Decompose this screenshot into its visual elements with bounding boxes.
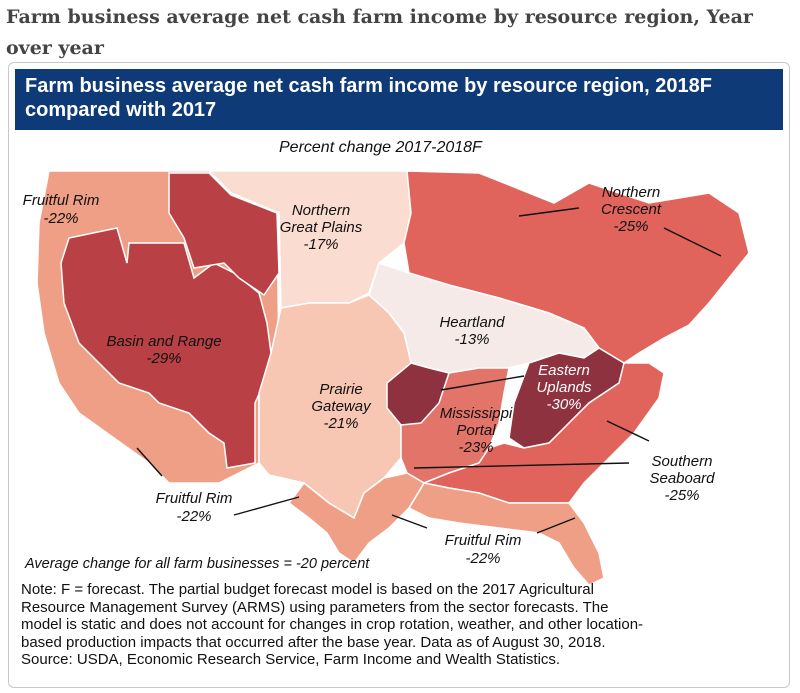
label-eastern-uplands-line1: Eastern [538, 362, 590, 379]
label-southern-seaboard-line1: Southern [652, 453, 713, 470]
average-change-note: Average change for all farm businesses =… [24, 556, 370, 572]
note-line: based production impacts that occurred a… [21, 633, 606, 651]
label-prairie-gateway-line2: Gateway [311, 398, 372, 415]
label-northern-crescent-value: -25% [613, 218, 648, 235]
label-southern-seaboard-value: -25% [664, 487, 699, 504]
label-northern-crescent-line1: Northern [602, 184, 660, 201]
leader-lines [136, 207, 722, 534]
page-heading: Farm business average net cash farm inco… [6, 6, 753, 59]
note-line: model is static and does not account for… [21, 616, 644, 633]
label-mississippi-portal-value: -23% [458, 439, 493, 456]
label-fruitful-rim-sw-value: -22% [176, 508, 211, 525]
us-resource-region-map: Percent change 2017-2018F [23, 139, 750, 586]
label-mississippi-portal-line1: Mississippi [440, 405, 513, 422]
label-fruitful-rim-sw-name: Fruitful Rim [156, 490, 233, 507]
label-southern-seaboard-line2: Seaboard [649, 470, 715, 487]
label-eastern-uplands-value: -30% [546, 396, 581, 413]
label-heartland-line1: Heartland [439, 314, 505, 331]
label-eastern-uplands-line2: Uplands [536, 379, 592, 396]
note-line: Resource Management Survey (ARMS) using … [21, 598, 609, 616]
map-subtitle: Percent change 2017-2018F [279, 139, 483, 156]
label-heartland-value: -13% [454, 331, 489, 348]
figure-note: Note: F = forecast. The partial budget f… [21, 581, 789, 669]
label-basin-range-value: -29% [146, 350, 181, 367]
label-fruitful-rim-se-name: Fruitful Rim [445, 532, 522, 549]
label-northern-great-plains-line2: Great Plains [280, 219, 363, 236]
region-prairie-gateway [258, 294, 412, 520]
label-prairie-gateway-line1: Prairie [319, 381, 362, 398]
label-fruitful-rim-nw-value: -22% [43, 210, 78, 227]
note-source-line: Source: USDA, Economic Research Service,… [21, 651, 561, 668]
label-fruitful-rim-se-value: -22% [465, 550, 500, 567]
figure-banner-title: Farm business average net cash farm inco… [15, 69, 783, 130]
label-northern-crescent-line2: Crescent [601, 201, 662, 218]
label-northern-great-plains-value: -17% [303, 236, 338, 253]
map-figure: Farm business average net cash farm inco… [8, 62, 790, 688]
label-mississippi-portal-line2: Portal [456, 422, 496, 439]
label-prairie-gateway-value: -21% [323, 415, 358, 432]
label-northern-great-plains-line1: Northern [292, 202, 350, 219]
region-fruitful-rim-southeast [407, 482, 605, 586]
label-basin-range-line1: Basin and Range [106, 333, 221, 350]
note-line: Note: F = forecast. The partial budget f… [21, 581, 594, 598]
region-basin-and-range [60, 227, 272, 469]
region-basin-and-range-east [168, 172, 280, 297]
label-fruitful-rim-nw-name: Fruitful Rim [23, 192, 100, 209]
region-eastern-uplands [386, 362, 450, 426]
